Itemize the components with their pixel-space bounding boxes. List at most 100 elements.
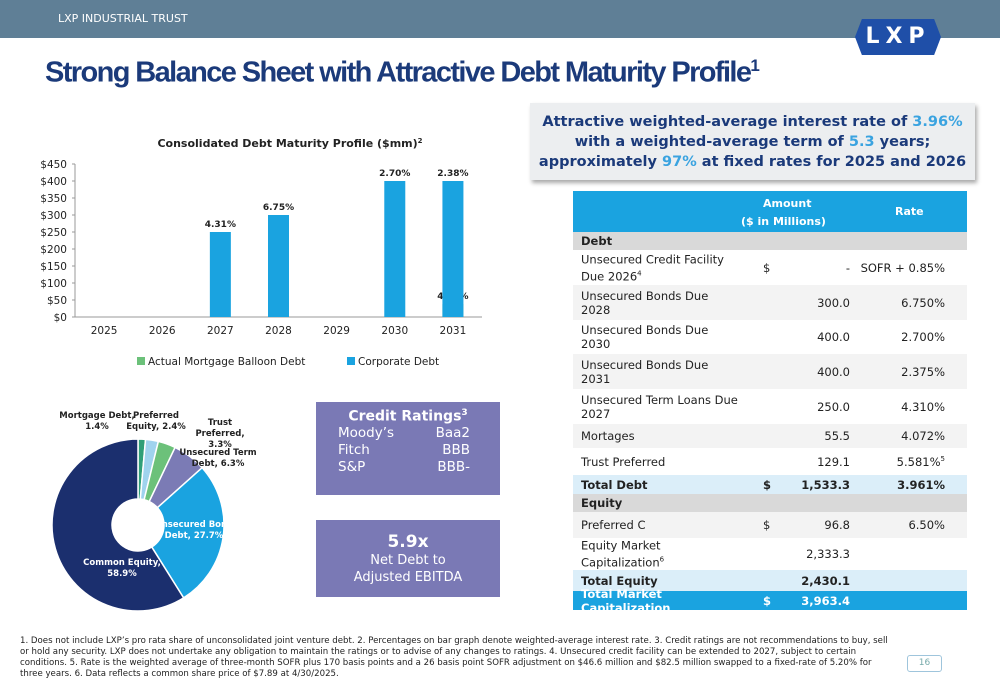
rate-text: 2.375%	[901, 364, 945, 379]
title-sup: 1	[750, 56, 759, 75]
leverage-value: 5.9x	[387, 532, 429, 552]
rate-text: 6.750%	[901, 295, 945, 310]
table-header: Amount ($ in Millions) Rate	[573, 191, 967, 232]
rate: 3.961%	[897, 478, 945, 492]
row-label: Preferred C	[581, 518, 741, 532]
row-label: Equity	[581, 496, 741, 510]
row-label: Equity Market Capitalization6	[581, 539, 741, 570]
legend-swatch	[347, 357, 355, 365]
amount: 96.8	[824, 518, 850, 532]
donut-label: Trust Preferred, 3.3%	[195, 418, 244, 450]
rate-sup: 5	[940, 454, 945, 463]
callout-part: 97%	[662, 154, 697, 170]
donut-label-line: Debt, 6.3%	[192, 459, 245, 469]
amount: 2,430.1	[801, 573, 850, 588]
credit-ratings: Credit Ratings3 Moody’s Baa2 Fitch BBB S&P BB…	[316, 402, 500, 495]
y-tick-label: $350	[40, 193, 67, 205]
row-label: Debt	[581, 234, 741, 248]
rate-text: 4.310%	[901, 399, 945, 414]
row-label-sup: 4	[637, 269, 642, 278]
row-label-text: Total Equity	[581, 573, 658, 588]
rate: 4.072%	[901, 429, 945, 443]
rate: 4.310%	[901, 400, 945, 414]
y-tick-label: $50	[47, 295, 67, 307]
y-tick-label: $0	[54, 312, 67, 324]
rate-text: 3.961%	[897, 477, 945, 492]
bar	[209, 232, 231, 317]
dollar-sign: $	[763, 593, 772, 608]
row-label: Total Equity	[581, 574, 741, 588]
donut-label-line: Unsecured Term	[179, 448, 256, 458]
rate: 6.750%	[901, 296, 945, 310]
legend-label: Corporate Debt	[358, 356, 439, 368]
amount: 1,533.3	[801, 477, 850, 492]
agency: Moody’s	[338, 424, 395, 441]
row-label-text: Trust Preferred	[581, 454, 666, 469]
bar	[384, 181, 406, 317]
footnote: 1. Does not include LXP’s pro rata share…	[20, 636, 888, 679]
table-row: Unsecured Bonds Due 2030 400.0 2.700%	[573, 320, 967, 354]
credit-sup: 3	[461, 408, 468, 418]
donut-label-line: 3.3%	[208, 440, 232, 450]
y-tick-label: $100	[40, 278, 67, 290]
rate-text: 6.50%	[908, 518, 945, 532]
row-label-text: Total Debt	[581, 477, 648, 492]
donut-label: Preferred Equity, 2.4%	[126, 411, 186, 432]
rate: 2.700%	[901, 330, 945, 344]
table-row: Mortages 55.5 4.072%	[573, 424, 967, 448]
table-row: Debt	[573, 232, 967, 250]
dollar-sign: $	[763, 260, 771, 275]
amount: 400.0	[817, 330, 850, 344]
donut-label-line: Debt, 27.7%	[165, 531, 224, 541]
table-row: Total Market Capitalization $3,963.4	[573, 587, 967, 615]
rate-text: 5.581%	[896, 454, 941, 469]
amount: 250.0	[817, 399, 850, 414]
amount: 2,333.3	[806, 547, 850, 561]
donut-slice	[150, 466, 225, 599]
rating-row: Moody’s Baa2	[316, 425, 500, 442]
rate: 5.581%5	[897, 455, 945, 469]
row-label-text: Equity	[581, 496, 623, 510]
donut-label: Common Equity, 58.9%	[83, 558, 161, 579]
credit-title: Credit Ratings3	[316, 408, 500, 425]
rating: BBB-	[437, 458, 470, 475]
callout: Attractive weighted-average interest rat…	[530, 103, 975, 180]
donut-label-line: Preferred,	[195, 429, 244, 439]
credit-title-text: Credit Ratings	[348, 408, 462, 425]
donut-label: Unsecured Term Debt, 6.3%	[179, 448, 256, 469]
dollar-sign: $	[763, 518, 771, 532]
row-label-sup: 6	[659, 555, 665, 564]
x-tick-label: 2027	[207, 325, 234, 337]
chart-title: Consolidated Debt Maturity Profile ($mm)…	[157, 137, 422, 150]
row-label: Total Debt	[581, 478, 741, 492]
legend-label: Actual Mortgage Balloon Debt	[148, 356, 305, 368]
title-text: Strong Balance Sheet with Attractive Deb…	[45, 56, 752, 89]
agency: Fitch	[338, 441, 370, 458]
bar-rate-label: 2.38%	[437, 169, 468, 179]
rate-text: 2.700%	[901, 330, 945, 344]
row-label: Unsecured Bonds Due 2028	[581, 289, 741, 317]
agency: S&P	[338, 458, 366, 475]
leverage-label: Net Debt to Adjusted EBITDA	[353, 553, 463, 585]
table-row: Trust Preferred 129.1 5.581%5	[573, 448, 967, 475]
row-label-text: Unsecured Bonds Due 2030	[581, 323, 709, 351]
row-label: Unsecured Bonds Due 2030	[581, 323, 741, 351]
rate: 6.50%	[908, 518, 945, 532]
row-label-text: Unsecured Credit Facility Due 2026	[581, 252, 724, 283]
row-label-text: Debt	[581, 234, 613, 248]
table-row: Equity Market Capitalization6 2,333.3	[573, 538, 967, 570]
table-row: Preferred C $96.8 6.50%	[573, 512, 967, 538]
donut-label-line: Common Equity,	[83, 558, 161, 568]
rating-row: S&P BBB-	[316, 459, 500, 476]
callout-part: years; approximately	[538, 134, 931, 170]
donut-label-line: 58.9%	[107, 569, 137, 579]
bar	[442, 181, 464, 317]
chart-title-sup: 2	[418, 137, 423, 145]
y-tick-label: $400	[40, 176, 67, 188]
rate: 2.375%	[901, 365, 945, 379]
logo: LXP	[855, 19, 941, 55]
amount: 400.0	[817, 364, 850, 379]
row-label-text: Unsecured Term Loans Due 2027	[581, 392, 738, 421]
table-row: Equity	[573, 494, 967, 512]
